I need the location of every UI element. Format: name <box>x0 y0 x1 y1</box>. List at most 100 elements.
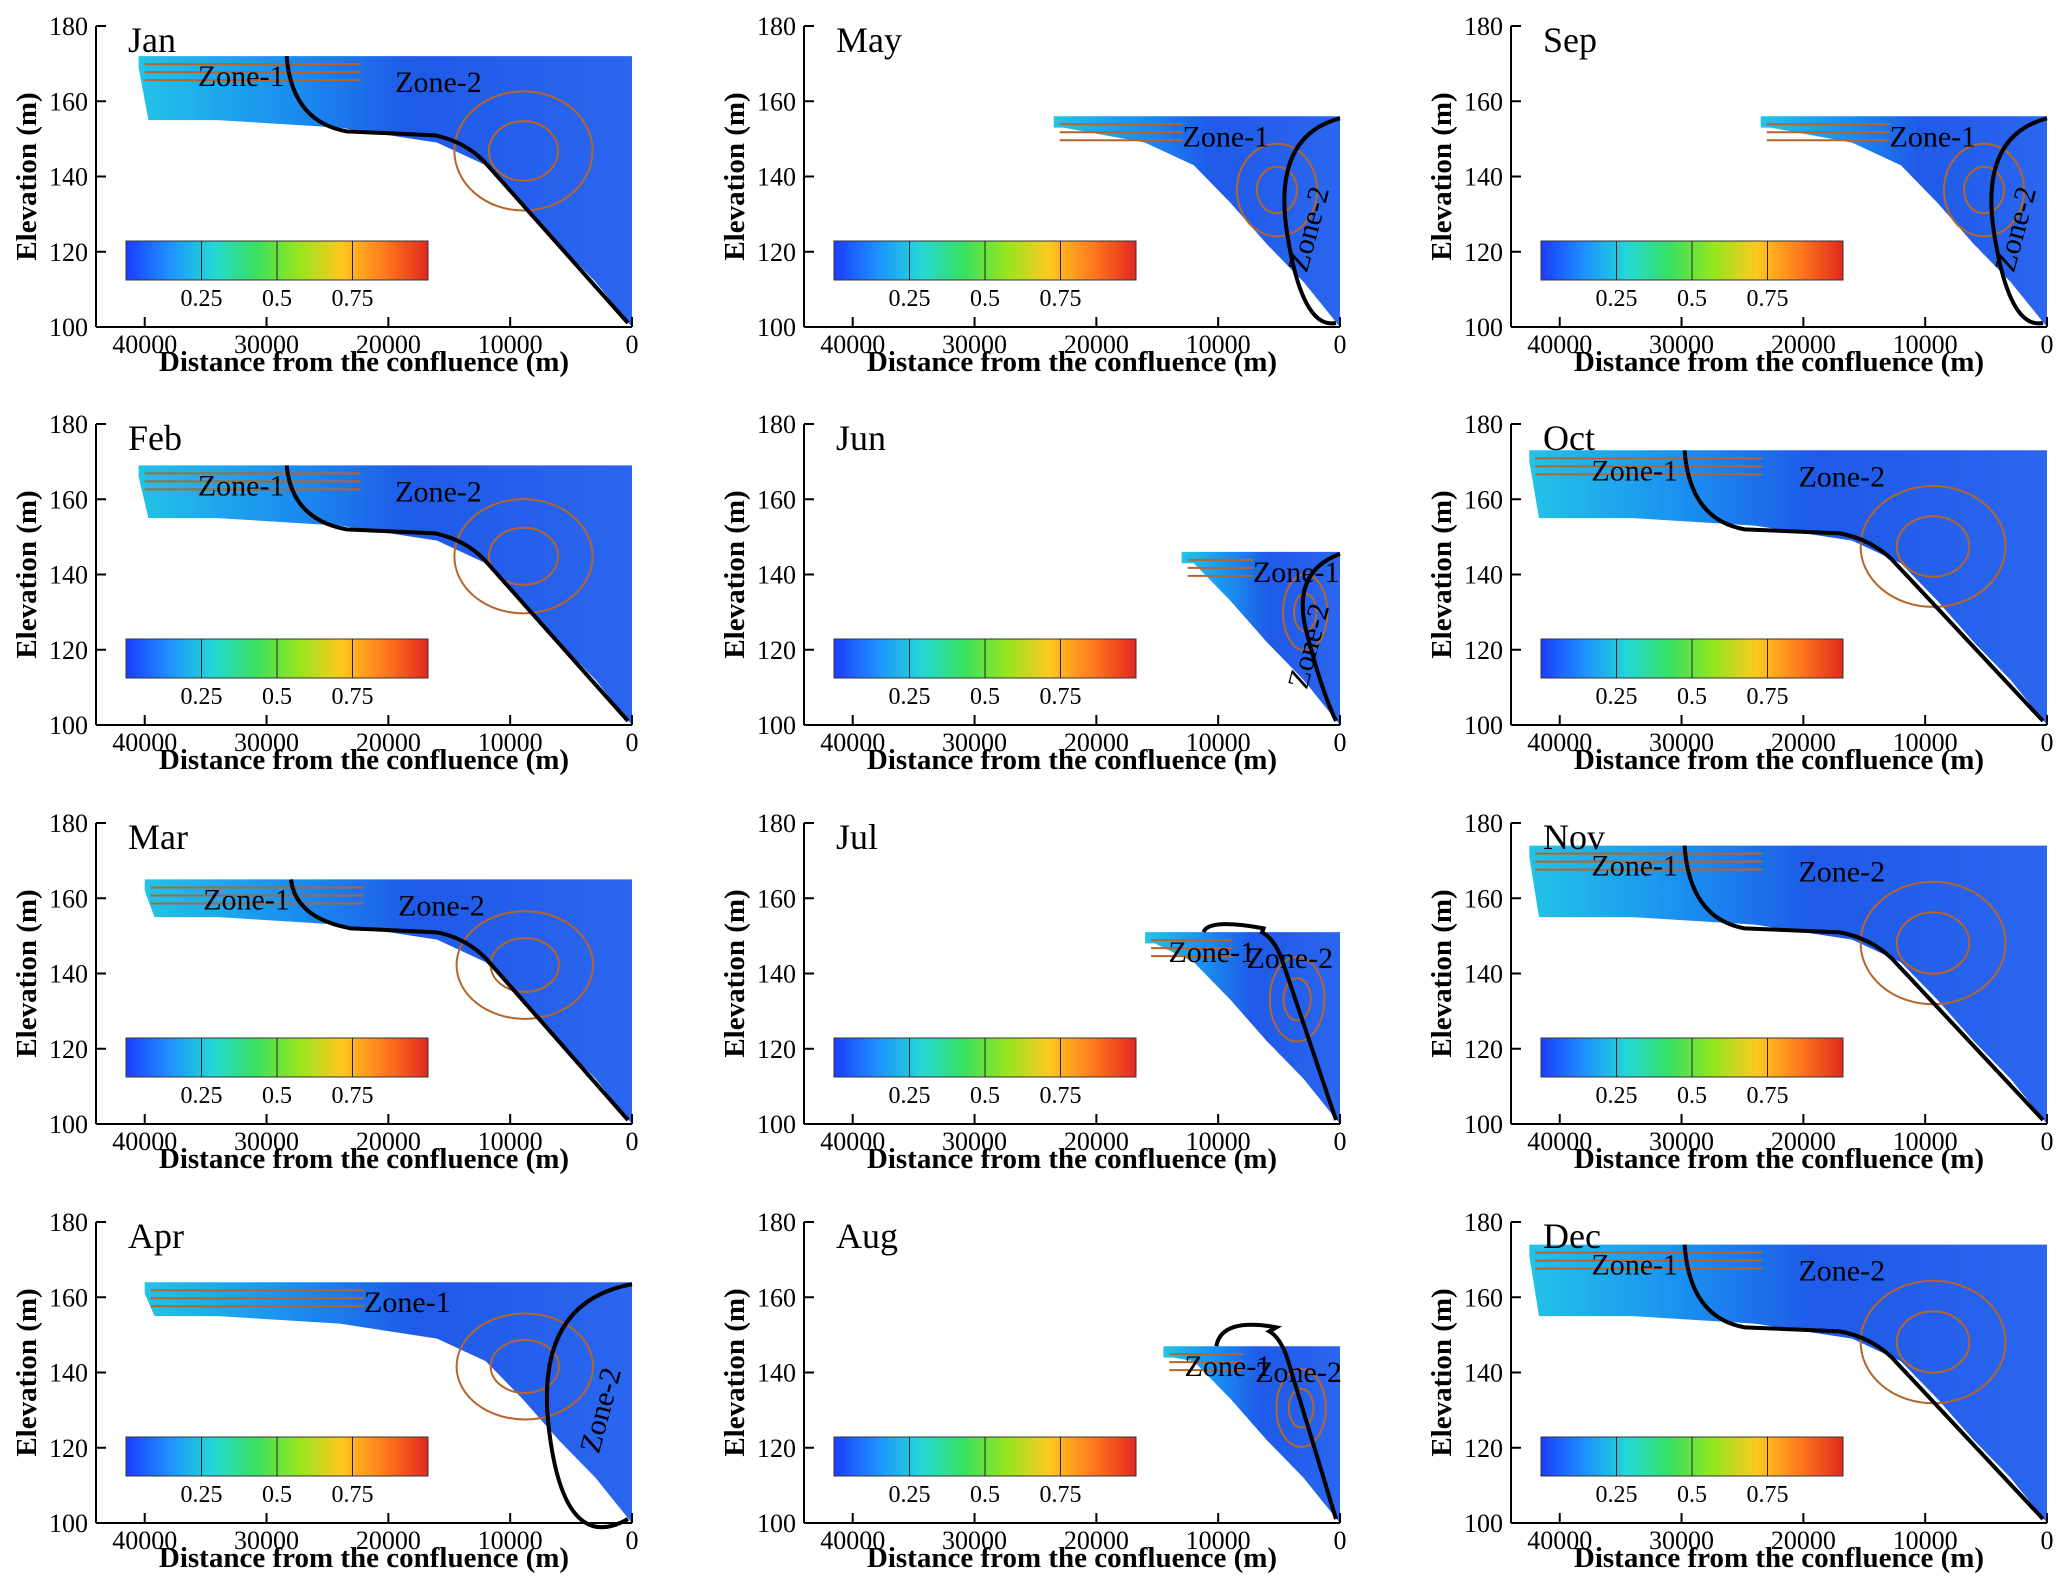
x-tick-label-apr-10000: 10000 <box>478 1526 543 1555</box>
x-tick-label-dec-0: 0 <box>2041 1526 2054 1555</box>
y-tick-label-may-160: 160 <box>757 87 796 116</box>
y-axis-title-apr: Elevation (m) <box>11 1288 43 1456</box>
x-tick-label-may-20000: 20000 <box>1064 330 1129 359</box>
y-tick-label-may-100: 100 <box>757 313 796 342</box>
colorbar-label-may-1: 0.5 <box>970 286 1000 312</box>
x-tick-label-jun-40000: 40000 <box>820 728 885 757</box>
colorbar-label-sep-0: 0.25 <box>1596 286 1638 312</box>
x-tick-label-mar-0: 0 <box>626 1127 639 1156</box>
y-tick-label-dec-160: 160 <box>1464 1283 1503 1312</box>
x-tick-label-jun-30000: 30000 <box>942 728 1007 757</box>
panel-oct: Zone-1 Zone-2 100 120 140 160 180 40000 30000 200… <box>1426 410 2054 776</box>
x-tick-label-feb-20000: 20000 <box>356 728 421 757</box>
zone-boundary-oct <box>1682 450 2045 723</box>
x-tick-label-jul-40000: 40000 <box>820 1127 885 1156</box>
colorbar-label-jan-0: 0.25 <box>181 286 223 312</box>
month-label-dec: Dec <box>1543 1216 1601 1256</box>
y-tick-label-jul-180: 180 <box>757 809 796 838</box>
y-tick-label-nov-160: 160 <box>1464 884 1503 913</box>
y-tick-label-jul-140: 140 <box>757 960 796 989</box>
zone-boundary-aug <box>1214 1322 1338 1520</box>
colorbar-label-nov-1: 0.5 <box>1677 1083 1707 1109</box>
vortex-jan-b <box>487 120 559 182</box>
y-tick-label-sep-100: 100 <box>1464 313 1503 342</box>
y-tick-label-dec-120: 120 <box>1464 1434 1503 1463</box>
zone-boundary-nov <box>1682 845 2045 1122</box>
x-axis-title-apr: Distance from the confluence (m) <box>159 1542 569 1574</box>
panel-jan: Zone-1 Zone-2 100 120 140 160 180 40000 30000 200… <box>11 12 639 378</box>
colorbar-label-oct-1: 0.5 <box>1677 684 1707 710</box>
panel-nov: Zone-1 Zone-2 100 120 140 160 180 40000 30000 200… <box>1426 809 2054 1175</box>
x-axis-title-dec: Distance from the confluence (m) <box>1574 1542 1984 1574</box>
y-axis-title-jan: Elevation (m) <box>11 92 43 260</box>
y-tick-label-oct-140: 140 <box>1464 561 1503 590</box>
y-tick-label-nov-100: 100 <box>1464 1110 1503 1139</box>
colorbar-label-jun-0: 0.25 <box>889 684 931 710</box>
x-tick-label-sep-20000: 20000 <box>1771 330 1836 359</box>
colorbar-label-jul-2: 0.75 <box>1040 1083 1082 1109</box>
y-tick-label-apr-100: 100 <box>49 1509 88 1538</box>
zone-boundary-may <box>1282 116 1341 326</box>
zone-boundary-dec <box>1682 1244 2045 1521</box>
x-tick-label-mar-20000: 20000 <box>356 1127 421 1156</box>
y-tick-label-oct-180: 180 <box>1464 410 1503 439</box>
x-tick-label-mar-40000: 40000 <box>112 1127 177 1156</box>
colorbar-label-apr-2: 0.75 <box>332 1482 374 1508</box>
y-tick-label-feb-120: 120 <box>49 636 88 665</box>
zone-boundary-jul <box>1201 922 1338 1121</box>
y-tick-label-apr-120: 120 <box>49 1434 88 1463</box>
y-tick-label-mar-160: 160 <box>49 884 88 913</box>
x-tick-label-sep-30000: 30000 <box>1649 330 1714 359</box>
colorbar-label-apr-0: 0.25 <box>181 1482 223 1508</box>
x-tick-label-nov-30000: 30000 <box>1649 1127 1714 1156</box>
y-tick-label-jan-120: 120 <box>49 238 88 267</box>
month-label-aug: Aug <box>836 1216 898 1256</box>
x-tick-label-may-10000: 10000 <box>1186 330 1251 359</box>
vortex-jan-a <box>453 90 594 212</box>
panel-dec: Zone-1 Zone-2 100 120 140 160 180 40000 30000 200… <box>1426 1208 2054 1574</box>
y-tick-label-jan-180: 180 <box>49 12 88 41</box>
x-tick-label-nov-0: 0 <box>2041 1127 2054 1156</box>
y-axis-title-feb: Elevation (m) <box>11 490 43 658</box>
vortex-apr-a <box>455 1312 595 1421</box>
x-tick-label-jun-20000: 20000 <box>1064 728 1129 757</box>
x-tick-label-oct-20000: 20000 <box>1771 728 1836 757</box>
panel-mar: Zone-1 Zone-2 100 120 140 160 180 40000 30000 200… <box>11 809 639 1175</box>
y-tick-label-jan-160: 160 <box>49 87 88 116</box>
y-tick-label-nov-180: 180 <box>1464 809 1503 838</box>
y-axis-title-mar: Elevation (m) <box>11 889 43 1057</box>
month-label-jan: Jan <box>128 20 176 60</box>
zone-2-label-oct: Zone-2 <box>1798 460 1885 493</box>
month-label-jun: Jun <box>836 418 886 458</box>
zone-2-label-mar: Zone-2 <box>398 889 485 922</box>
x-tick-label-nov-20000: 20000 <box>1771 1127 1836 1156</box>
y-axis-title-sep: Elevation (m) <box>1426 92 1458 260</box>
x-tick-label-sep-10000: 10000 <box>1893 330 1958 359</box>
x-tick-label-sep-40000: 40000 <box>1527 330 1592 359</box>
y-tick-label-mar-120: 120 <box>49 1035 88 1064</box>
zone-1-label-oct: Zone-1 <box>1591 454 1678 487</box>
x-axis-title-feb: Distance from the confluence (m) <box>159 744 569 776</box>
vortex-aug-a <box>1275 1368 1327 1448</box>
colorbar-label-apr-1: 0.5 <box>262 1482 292 1508</box>
y-axis-title-dec: Elevation (m) <box>1426 1288 1458 1456</box>
x-tick-label-jul-20000: 20000 <box>1064 1127 1129 1156</box>
zone-1-label-jul: Zone-1 <box>1168 936 1255 969</box>
x-tick-label-aug-40000: 40000 <box>820 1526 885 1555</box>
colorbar-label-jun-1: 0.5 <box>970 684 1000 710</box>
y-tick-label-jul-160: 160 <box>757 884 796 913</box>
zone-1-label-nov: Zone-1 <box>1591 850 1678 883</box>
y-tick-label-sep-120: 120 <box>1464 238 1503 267</box>
y-tick-label-nov-120: 120 <box>1464 1035 1503 1064</box>
y-tick-label-sep-180: 180 <box>1464 12 1503 41</box>
y-axis-title-oct: Elevation (m) <box>1426 490 1458 658</box>
vortex-jul-b <box>1282 977 1312 1022</box>
month-label-oct: Oct <box>1543 418 1595 458</box>
y-tick-label-may-140: 140 <box>757 163 796 192</box>
vortex-feb-b <box>487 526 559 586</box>
y-tick-label-apr-140: 140 <box>49 1359 88 1388</box>
x-tick-label-jul-30000: 30000 <box>942 1127 1007 1156</box>
zone-boundary-jan <box>284 55 630 325</box>
